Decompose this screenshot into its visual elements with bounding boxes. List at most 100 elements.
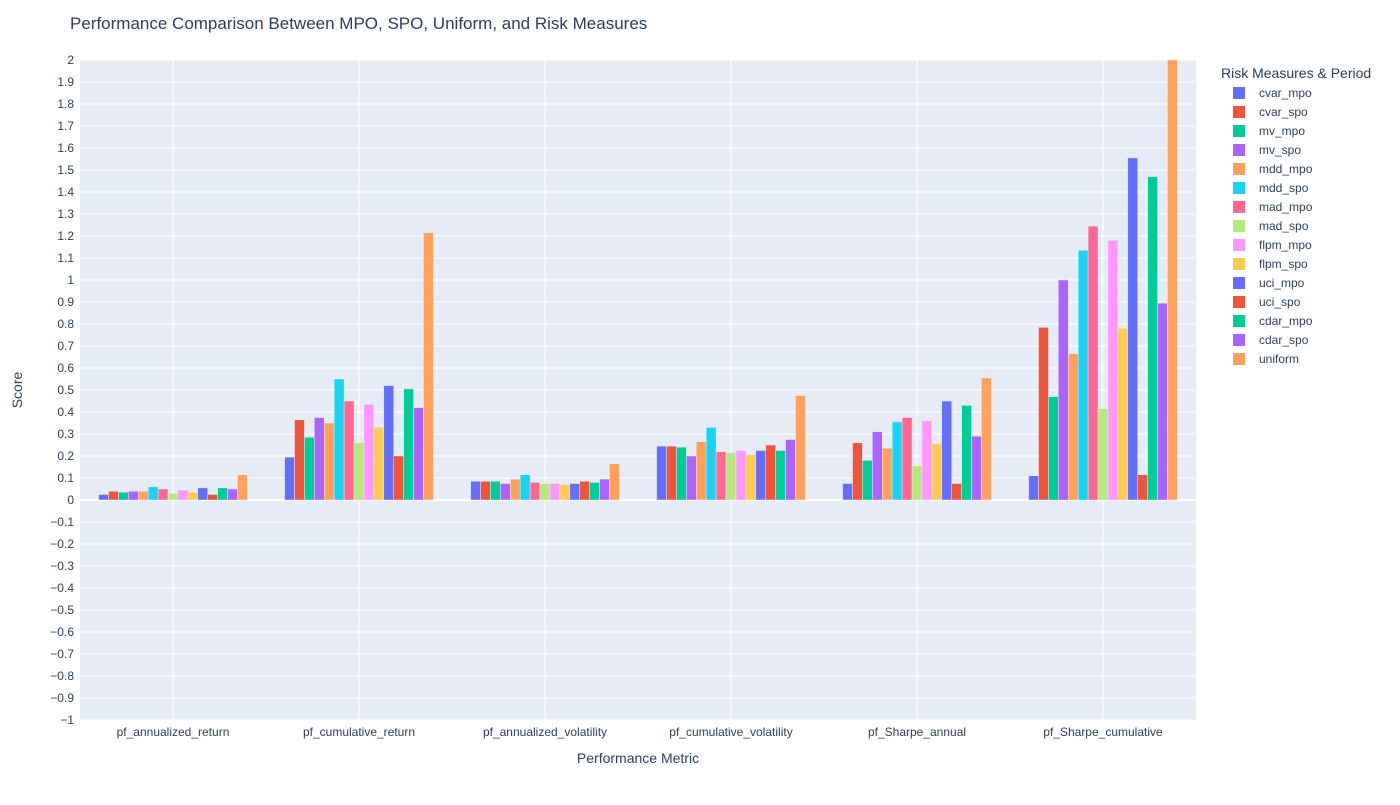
bar-mad_mpo	[1087, 225, 1099, 501]
y-tick-label: 0.6	[57, 361, 74, 375]
bar-cvar_spo	[294, 419, 305, 501]
legend-item-uci_spo[interactable]: uci_spo	[1233, 295, 1301, 309]
bar-cvar_spo	[480, 481, 491, 501]
chart-title: Performance Comparison Between MPO, SPO,…	[70, 14, 647, 33]
y-tick-label: −0.7	[50, 647, 74, 661]
legend-item-mv_spo[interactable]: mv_spo	[1233, 143, 1301, 157]
legend-swatch	[1233, 106, 1245, 118]
y-tick-label: 1.5	[57, 163, 74, 177]
legend-label: flpm_mpo	[1259, 238, 1312, 252]
y-tick-label: 1.1	[57, 251, 74, 265]
y-tick-label: 2	[67, 53, 74, 67]
legend-swatch	[1233, 163, 1245, 175]
y-tick-label: −0.6	[50, 625, 74, 639]
bar-cvar_mpo	[656, 445, 667, 501]
bar-cvar_spo	[108, 490, 119, 501]
bar-uci_spo	[579, 481, 590, 501]
bar-cvar_spo	[852, 442, 863, 501]
bar-mad_spo	[725, 452, 737, 501]
bar-mad_spo	[539, 483, 551, 501]
bar-cdar_mpo	[775, 450, 786, 501]
legend-label: uci_spo	[1259, 295, 1301, 309]
y-tick-label: 1.3	[57, 207, 74, 221]
legend-item-cdar_spo[interactable]: cdar_spo	[1233, 333, 1309, 347]
legend-label: cdar_mpo	[1259, 314, 1313, 328]
bar-uci_mpo	[569, 483, 580, 501]
bar-mdd_spo	[1077, 250, 1089, 501]
bar-mv_mpo	[304, 437, 315, 501]
bar-flpm_mpo	[549, 483, 561, 501]
bar-flpm_mpo	[177, 489, 189, 501]
bar-uci_mpo	[755, 450, 766, 501]
x-axis-ticks: pf_annualized_return pf_cumulative_return…	[117, 725, 1163, 739]
legend-item-uci_mpo[interactable]: uci_mpo	[1233, 276, 1305, 290]
legend-item-mad_mpo[interactable]: mad_mpo	[1233, 200, 1313, 214]
y-tick-label: 0.3	[57, 427, 74, 441]
legend-item-flpm_spo[interactable]: flpm_spo	[1233, 257, 1308, 271]
legend-item-flpm_mpo[interactable]: flpm_mpo	[1233, 238, 1312, 252]
legend-item-uniform[interactable]: uniform	[1233, 352, 1299, 366]
legend-label: mad_spo	[1259, 219, 1309, 233]
y-tick-label: −1	[60, 713, 74, 727]
legend-item-cvar_spo[interactable]: cvar_spo	[1233, 105, 1308, 119]
y-tick-label: 1.8	[57, 97, 74, 111]
x-axis-title: Performance Metric	[577, 750, 699, 766]
y-tick-label: −0.5	[50, 603, 74, 617]
bar-cdar_mpo	[589, 482, 600, 501]
x-tick-label: pf_cumulative_volatility	[669, 725, 792, 739]
bar-mv_spo	[314, 417, 325, 501]
bar-mv_mpo	[862, 460, 873, 501]
bar-cdar_mpo	[961, 405, 972, 501]
bar-mdd_spo	[519, 474, 531, 501]
bar-mdd_spo	[705, 427, 717, 501]
bar-mdd_mpo	[324, 422, 335, 501]
bar-flpm_mpo	[363, 404, 375, 501]
y-tick-label: −0.8	[50, 669, 74, 683]
legend-item-mdd_spo[interactable]: mdd_spo	[1233, 181, 1309, 195]
legend-label: flpm_spo	[1259, 257, 1308, 271]
gridlines	[80, 59, 1196, 721]
bar-mv_mpo	[676, 446, 687, 501]
bar-uci_mpo	[1127, 157, 1138, 501]
y-tick-label: 0.1	[57, 471, 74, 485]
bar-mad_mpo	[529, 482, 541, 501]
y-tick-label: 0.5	[57, 383, 74, 397]
legend-label: uniform	[1259, 352, 1299, 366]
legend-item-mv_mpo[interactable]: mv_mpo	[1233, 124, 1305, 138]
legend-item-mad_spo[interactable]: mad_spo	[1233, 219, 1309, 233]
bar-mad_mpo	[715, 451, 727, 501]
bar-flpm_spo	[1117, 328, 1129, 501]
legend-swatch	[1233, 296, 1245, 308]
y-tick-label: −0.9	[50, 691, 74, 705]
bar-uci_mpo	[941, 400, 952, 501]
x-tick-label: pf_Sharpe_annual	[868, 725, 966, 739]
legend[interactable]: cvar_mpo cvar_spo mv_mpo mv_spo mdd_mpo mdd_s…	[1233, 86, 1313, 366]
bar-flpm_spo	[745, 454, 757, 501]
bar-uci_spo	[393, 455, 404, 501]
legend-swatch	[1233, 315, 1245, 327]
legend-swatch	[1233, 125, 1245, 137]
legend-item-cvar_mpo[interactable]: cvar_mpo	[1233, 86, 1312, 100]
bar-mv_spo	[128, 490, 139, 501]
bar-mad_mpo	[157, 488, 169, 501]
legend-item-mdd_mpo[interactable]: mdd_mpo	[1233, 162, 1313, 176]
legend-swatch	[1233, 334, 1245, 346]
legend-item-cdar_mpo[interactable]: cdar_mpo	[1233, 314, 1313, 328]
bar-flpm_spo	[373, 427, 385, 501]
legend-label: mv_spo	[1259, 143, 1301, 157]
legend-swatch	[1233, 239, 1245, 251]
bar-flpm_mpo	[921, 420, 933, 501]
legend-swatch	[1233, 220, 1245, 232]
x-tick-label: pf_Sharpe_cumulative	[1043, 725, 1163, 739]
y-tick-label: 1.7	[57, 119, 74, 133]
bar-cdar_spo	[785, 439, 796, 501]
bar-mdd_mpo	[510, 478, 521, 501]
bar-mdd_spo	[891, 421, 903, 501]
legend-swatch	[1233, 277, 1245, 289]
legend-swatch	[1233, 144, 1245, 156]
bar-cdar_spo	[971, 435, 982, 501]
y-tick-label: 0.2	[57, 449, 74, 463]
legend-swatch	[1233, 353, 1245, 365]
x-tick-label: pf_annualized_return	[117, 725, 230, 739]
